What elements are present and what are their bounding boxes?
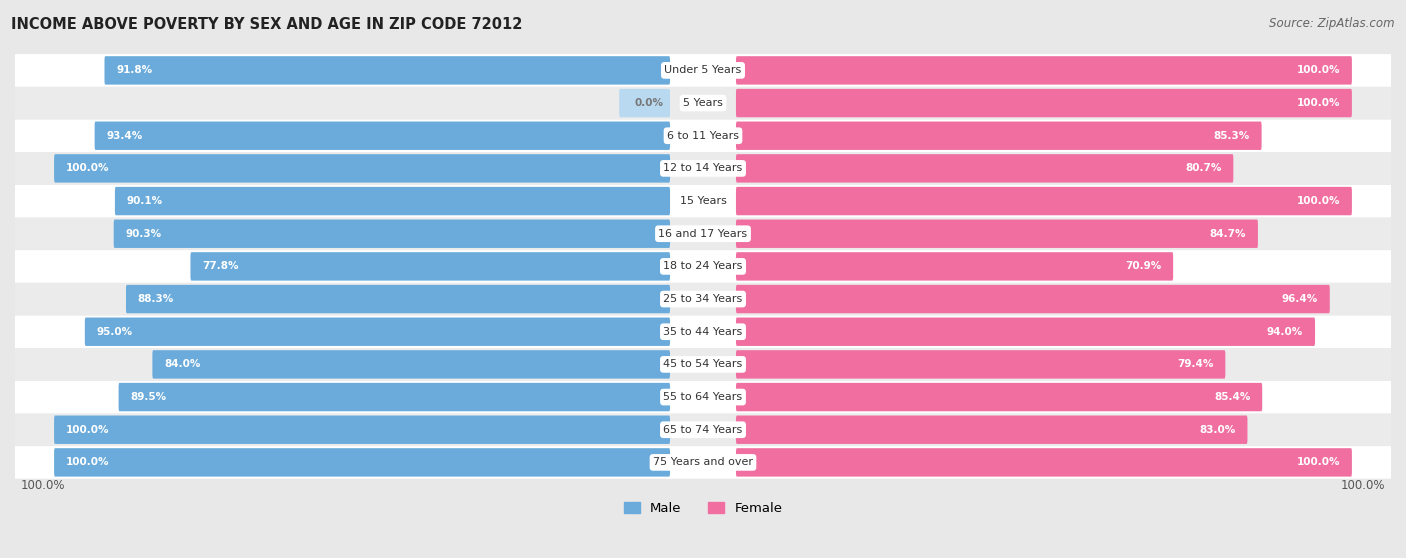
FancyBboxPatch shape <box>8 218 1398 250</box>
FancyBboxPatch shape <box>114 219 671 248</box>
FancyBboxPatch shape <box>118 383 671 411</box>
Text: 100.0%: 100.0% <box>1296 196 1340 206</box>
Text: 84.7%: 84.7% <box>1209 229 1246 239</box>
FancyBboxPatch shape <box>53 416 671 444</box>
Text: 85.4%: 85.4% <box>1213 392 1250 402</box>
Text: 35 to 44 Years: 35 to 44 Years <box>664 327 742 336</box>
FancyBboxPatch shape <box>735 56 1353 85</box>
Text: 100.0%: 100.0% <box>66 458 110 468</box>
FancyBboxPatch shape <box>735 383 1263 411</box>
Text: 93.4%: 93.4% <box>107 131 143 141</box>
Text: 77.8%: 77.8% <box>202 261 239 271</box>
Text: 80.7%: 80.7% <box>1185 163 1222 174</box>
Text: 25 to 34 Years: 25 to 34 Years <box>664 294 742 304</box>
Text: 85.3%: 85.3% <box>1213 131 1250 141</box>
FancyBboxPatch shape <box>8 250 1398 283</box>
Text: 45 to 54 Years: 45 to 54 Years <box>664 359 742 369</box>
Text: INCOME ABOVE POVERTY BY SEX AND AGE IN ZIP CODE 72012: INCOME ABOVE POVERTY BY SEX AND AGE IN Z… <box>11 17 523 32</box>
Text: 84.0%: 84.0% <box>165 359 201 369</box>
FancyBboxPatch shape <box>735 219 1258 248</box>
Text: 70.9%: 70.9% <box>1125 261 1161 271</box>
FancyBboxPatch shape <box>619 89 671 117</box>
FancyBboxPatch shape <box>8 348 1398 381</box>
FancyBboxPatch shape <box>8 54 1398 86</box>
Text: 65 to 74 Years: 65 to 74 Years <box>664 425 742 435</box>
FancyBboxPatch shape <box>735 154 1233 182</box>
Text: 90.1%: 90.1% <box>127 196 163 206</box>
FancyBboxPatch shape <box>735 187 1353 215</box>
FancyBboxPatch shape <box>735 89 1353 117</box>
FancyBboxPatch shape <box>8 119 1398 152</box>
Text: 95.0%: 95.0% <box>97 327 132 336</box>
Text: Under 5 Years: Under 5 Years <box>665 65 741 75</box>
Text: 100.0%: 100.0% <box>66 163 110 174</box>
FancyBboxPatch shape <box>190 252 671 281</box>
Text: 15 Years: 15 Years <box>679 196 727 206</box>
Text: 100.0%: 100.0% <box>1340 479 1385 492</box>
Text: 89.5%: 89.5% <box>131 392 166 402</box>
FancyBboxPatch shape <box>8 315 1398 348</box>
FancyBboxPatch shape <box>735 122 1261 150</box>
Text: 0.0%: 0.0% <box>634 98 664 108</box>
Text: 100.0%: 100.0% <box>66 425 110 435</box>
FancyBboxPatch shape <box>127 285 671 313</box>
Text: 100.0%: 100.0% <box>1296 65 1340 75</box>
FancyBboxPatch shape <box>8 86 1398 119</box>
FancyBboxPatch shape <box>8 283 1398 315</box>
Legend: Male, Female: Male, Female <box>624 502 782 514</box>
Text: 75 Years and over: 75 Years and over <box>652 458 754 468</box>
Text: 100.0%: 100.0% <box>1296 458 1340 468</box>
Text: 100.0%: 100.0% <box>21 479 66 492</box>
FancyBboxPatch shape <box>8 152 1398 185</box>
Text: 96.4%: 96.4% <box>1282 294 1317 304</box>
FancyBboxPatch shape <box>104 56 671 85</box>
Text: 83.0%: 83.0% <box>1199 425 1236 435</box>
Text: 55 to 64 Years: 55 to 64 Years <box>664 392 742 402</box>
FancyBboxPatch shape <box>94 122 671 150</box>
FancyBboxPatch shape <box>735 318 1315 346</box>
FancyBboxPatch shape <box>735 416 1247 444</box>
FancyBboxPatch shape <box>8 446 1398 479</box>
Text: 90.3%: 90.3% <box>125 229 162 239</box>
FancyBboxPatch shape <box>8 185 1398 218</box>
Text: 79.4%: 79.4% <box>1177 359 1213 369</box>
Text: 94.0%: 94.0% <box>1267 327 1303 336</box>
FancyBboxPatch shape <box>152 350 671 379</box>
Text: 18 to 24 Years: 18 to 24 Years <box>664 261 742 271</box>
Text: 5 Years: 5 Years <box>683 98 723 108</box>
FancyBboxPatch shape <box>115 187 671 215</box>
Text: 91.8%: 91.8% <box>117 65 152 75</box>
FancyBboxPatch shape <box>735 252 1173 281</box>
Text: 12 to 14 Years: 12 to 14 Years <box>664 163 742 174</box>
FancyBboxPatch shape <box>735 285 1330 313</box>
FancyBboxPatch shape <box>53 448 671 477</box>
FancyBboxPatch shape <box>8 381 1398 413</box>
Text: 6 to 11 Years: 6 to 11 Years <box>666 131 740 141</box>
Text: Source: ZipAtlas.com: Source: ZipAtlas.com <box>1270 17 1395 30</box>
FancyBboxPatch shape <box>735 448 1353 477</box>
FancyBboxPatch shape <box>735 350 1226 379</box>
Text: 88.3%: 88.3% <box>138 294 174 304</box>
Text: 16 and 17 Years: 16 and 17 Years <box>658 229 748 239</box>
FancyBboxPatch shape <box>84 318 671 346</box>
FancyBboxPatch shape <box>8 413 1398 446</box>
FancyBboxPatch shape <box>53 154 671 182</box>
Text: 100.0%: 100.0% <box>1296 98 1340 108</box>
